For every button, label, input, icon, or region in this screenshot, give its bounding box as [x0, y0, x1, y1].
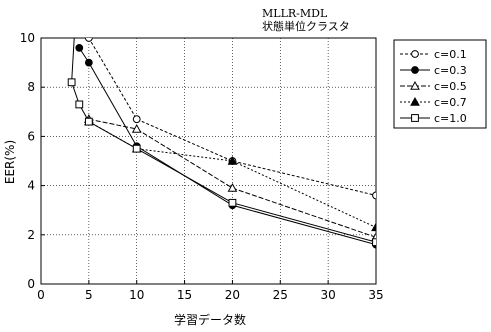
y-tick-label: 6 [27, 129, 35, 143]
legend-marker [410, 96, 420, 106]
legend-marker [411, 66, 419, 74]
legend-box [393, 39, 487, 129]
legend-label: c=0.7 [434, 96, 467, 109]
y-tick-label: 2 [27, 228, 35, 242]
x-tick-label: 30 [321, 288, 336, 302]
data-point [132, 144, 141, 153]
y-tick-label: 4 [27, 179, 35, 193]
data-point [132, 115, 141, 124]
x-tick-label: 20 [225, 288, 240, 302]
legend-label: c=0.1 [434, 48, 467, 61]
x-tick-label: 35 [368, 288, 383, 302]
x-tick-label: 0 [37, 288, 45, 302]
labels-layer: MLLR-MDL 状態単位クラスタ 学習データ数 EER(%) [3, 7, 350, 327]
data-point [371, 222, 376, 232]
series-c-0-3 [75, 43, 376, 249]
series-line [88, 118, 376, 238]
x-tick-label: 25 [273, 288, 288, 302]
data-point [372, 238, 376, 247]
data-point [227, 183, 238, 192]
data-point [131, 123, 142, 133]
legend: c=0.1 c=0.3 c=0.5 c=0.7 c=1.0 [393, 39, 487, 129]
data-point [75, 43, 84, 52]
series-line [88, 38, 376, 196]
data-point [67, 78, 76, 87]
series-c-1-0 [67, 38, 376, 247]
axes: 0 2 4 6 8 10 0 5 10 15 20 25 30 35 [20, 31, 384, 302]
chart-subtitle: 状態単位クラスタ [262, 19, 350, 33]
data-point [228, 198, 237, 207]
legend-marker [411, 50, 419, 58]
plot-frame [40, 37, 377, 285]
legend-label: c=1.0 [434, 112, 467, 125]
x-tick-label: 5 [85, 288, 93, 302]
legend-marker [411, 114, 419, 122]
series-layer [67, 38, 376, 249]
y-tick-label: 0 [27, 277, 35, 291]
data-point [84, 117, 93, 126]
data-point [84, 58, 93, 67]
x-axis-label: 学習データ数 [174, 312, 246, 327]
series-line [78, 47, 376, 246]
legend-label: c=0.3 [434, 64, 467, 77]
data-point [75, 100, 84, 109]
y-tick-label: 8 [27, 80, 35, 94]
y-axis-label: EER(%) [3, 140, 17, 184]
data-point [84, 38, 93, 42]
data-point [372, 191, 376, 200]
legend-marker [410, 80, 420, 90]
grid [41, 38, 376, 284]
legend-label: c=0.5 [434, 80, 467, 93]
x-tick-label: 15 [177, 288, 192, 302]
series-line [71, 38, 376, 243]
data-point [227, 155, 238, 165]
x-tick-label: 10 [129, 288, 144, 302]
chart-title: MLLR-MDL [262, 7, 328, 20]
y-tick-label: 10 [20, 31, 35, 45]
